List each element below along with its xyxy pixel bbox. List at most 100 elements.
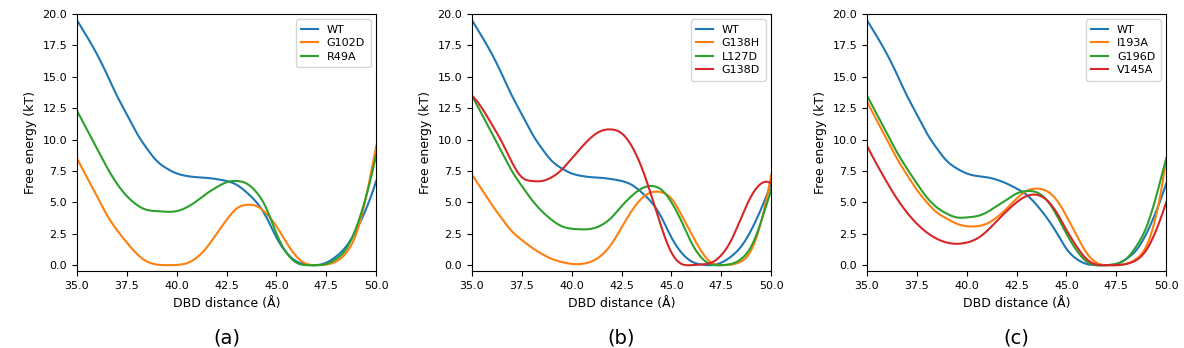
Text: (c): (c) [1004, 328, 1030, 347]
G196D [1060, 232, 1074, 236]
I193A [860, 100, 874, 104]
G138D [764, 181, 778, 185]
V145A [1106, 263, 1120, 267]
Line: G102D: G102D [77, 146, 377, 265]
G138D [542, 177, 556, 181]
L127D [642, 184, 656, 188]
WT [369, 179, 384, 183]
G138H [664, 197, 678, 201]
Line: WT: WT [77, 20, 377, 265]
Text: (b): (b) [607, 328, 636, 347]
L127D [690, 250, 704, 254]
X-axis label: DBD distance (Å): DBD distance (Å) [173, 297, 281, 310]
WT [996, 180, 1010, 184]
Line: G138H: G138H [472, 175, 771, 265]
Y-axis label: Free energy (kT): Free energy (kT) [813, 91, 826, 194]
WT [246, 197, 260, 201]
G138D [517, 177, 532, 181]
WT [764, 181, 778, 185]
R49A [270, 232, 284, 237]
G196D [1086, 262, 1100, 267]
G102D [147, 262, 161, 266]
Line: L127D: L127D [472, 96, 771, 265]
Line: R49A: R49A [77, 111, 377, 265]
R49A [123, 197, 137, 201]
G138H [715, 263, 729, 267]
G102D [123, 244, 137, 248]
WT [542, 156, 556, 160]
G138H [542, 255, 556, 260]
V145A [1086, 261, 1100, 265]
V145A [860, 144, 874, 148]
G196D [937, 210, 951, 214]
I193A [996, 211, 1010, 215]
WT [690, 262, 704, 266]
X-axis label: DBD distance (Å): DBD distance (Å) [963, 297, 1070, 310]
V145A [937, 240, 951, 244]
WT [600, 176, 614, 181]
WT [860, 18, 874, 22]
WT [205, 176, 219, 181]
WT [295, 262, 309, 266]
I193A [913, 192, 927, 196]
G102D [369, 144, 384, 148]
L127D [710, 263, 725, 267]
Line: G196D: G196D [867, 96, 1166, 266]
G138D [465, 94, 480, 98]
G196D [860, 94, 874, 98]
WT [913, 118, 927, 122]
L127D [465, 94, 480, 98]
G196D [913, 186, 927, 190]
WT [702, 263, 716, 267]
V145A [1036, 195, 1050, 199]
Line: I193A: I193A [867, 102, 1166, 265]
Y-axis label: Free energy (kT): Free energy (kT) [419, 91, 432, 194]
WT [1036, 211, 1050, 215]
Legend: WT, I193A, G196D, V145A: WT, I193A, G196D, V145A [1086, 19, 1160, 81]
G102D [70, 156, 84, 160]
G138D [642, 184, 656, 188]
G196D [1159, 156, 1173, 160]
G196D [996, 200, 1010, 205]
WT [270, 236, 284, 240]
G138D [681, 263, 695, 267]
Y-axis label: Free energy (kT): Free energy (kT) [24, 91, 37, 194]
Line: WT: WT [867, 20, 1166, 265]
G102D [295, 260, 309, 264]
G138H [642, 191, 656, 196]
X-axis label: DBD distance (Å): DBD distance (Å) [568, 297, 675, 310]
R49A [246, 187, 260, 191]
G138D [690, 263, 704, 267]
G196D [1094, 263, 1108, 268]
L127D [542, 215, 556, 220]
WT [1159, 181, 1173, 185]
V145A [913, 224, 927, 229]
Legend: WT, G138H, L127D, G138D: WT, G138H, L127D, G138D [690, 19, 766, 81]
WT [517, 118, 532, 122]
Text: (a): (a) [213, 328, 240, 347]
G196D [1036, 195, 1050, 199]
WT [123, 118, 137, 122]
WT [1094, 263, 1108, 267]
L127D [664, 201, 678, 205]
WT [1060, 247, 1074, 251]
L127D [600, 219, 614, 223]
R49A [369, 152, 384, 157]
WT [307, 263, 321, 267]
WT [147, 156, 161, 160]
G138D [600, 127, 614, 132]
R49A [147, 209, 161, 213]
L127D [517, 188, 532, 192]
I193A [937, 215, 951, 219]
WT [642, 197, 656, 201]
G138H [517, 240, 532, 245]
V145A [996, 213, 1010, 218]
G138D [664, 251, 678, 255]
Line: WT: WT [472, 20, 771, 265]
WT [937, 156, 951, 160]
R49A [295, 263, 309, 267]
Legend: WT, G102D, R49A: WT, G102D, R49A [296, 19, 371, 67]
G102D [270, 225, 284, 229]
G102D [205, 238, 219, 242]
WT [1086, 263, 1100, 267]
